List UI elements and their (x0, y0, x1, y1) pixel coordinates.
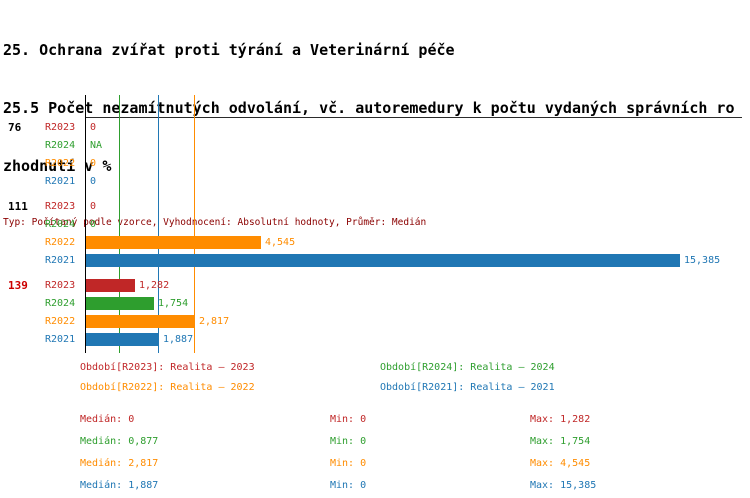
stat-min-r2024: Min: 0 (330, 436, 366, 448)
legend: Období[R2023]: Realita – 2023 Období[R20… (0, 362, 750, 402)
stat-value: 0 (360, 414, 367, 425)
stat-median-r2022: Medián: 2,817 (80, 458, 158, 470)
median-line-r2024 (119, 95, 120, 353)
stat-value: 1,754 (560, 436, 591, 447)
bar-value-label: 1,887 (163, 334, 194, 345)
bar (86, 279, 135, 292)
series-label: R2024 (45, 140, 76, 151)
median-line-r2022 (194, 95, 195, 353)
stat-label: Medián: (80, 458, 123, 469)
stat-max-r2024: Max: 1,754 (530, 436, 590, 448)
series-label: R2024 (45, 219, 76, 230)
stat-max-r2022: Max: 4,545 (530, 458, 590, 470)
bar-value-label: 4,545 (265, 237, 296, 248)
stat-label: Min: (330, 458, 355, 469)
stat-label: Medián: (80, 436, 123, 447)
indicator-title-line1: 25.5 Počet nezamítnutých odvolání, vč. a… (3, 99, 735, 117)
stat-value: 0 (128, 414, 135, 425)
group-label: 76 (8, 121, 22, 134)
series-label: R2023 (45, 280, 76, 291)
group-label: 139 (8, 279, 28, 292)
stat-label: Max: (530, 458, 555, 469)
stat-value: 1,282 (560, 414, 591, 425)
stat-value: 4,545 (560, 458, 591, 469)
stat-max-r2023: Max: 1,282 (530, 414, 590, 426)
group-label: 111 (8, 200, 28, 213)
chart-header: 25. Ochrana zvířat proti týrání a Veteri… (3, 2, 735, 268)
stat-label: Max: (530, 436, 555, 447)
series-label: R2021 (45, 255, 76, 266)
stat-label: Min: (330, 414, 355, 425)
bar-value-label: 0 (90, 176, 97, 187)
plot-top-line (85, 117, 742, 118)
bar-value-label: 1,754 (158, 298, 189, 309)
bar-value-label: 0 (90, 158, 97, 169)
bar-value-label: 0 (90, 219, 97, 230)
bar-value-label: 2,817 (199, 316, 230, 327)
series-label: R2024 (45, 298, 76, 309)
stat-max-r2021: Max: 15,385 (530, 480, 596, 492)
stat-min-r2021: Min: 0 (330, 480, 366, 492)
stat-value: 0 (360, 480, 367, 491)
stats-row-r2024: Medián: 0,877 Min: 0 Max: 1,754 (0, 436, 750, 458)
indicator-title-line2: zhodnutí v % (3, 157, 112, 175)
stat-median-r2024: Medián: 0,877 (80, 436, 158, 448)
stat-value: 0,877 (128, 436, 159, 447)
stat-label: Max: (530, 414, 555, 425)
series-label: R2023 (45, 201, 76, 212)
chart-info-line: Typ: Počítaný podle vzorce, Vyhodnocení:… (3, 217, 427, 228)
stat-value: 0 (360, 436, 367, 447)
page-title: 25. Ochrana zvířat proti týrání a Veteri… (3, 41, 455, 59)
series-label: R2021 (45, 176, 76, 187)
series-label: R2022 (45, 316, 76, 327)
median-line-r2021 (158, 95, 159, 353)
bar-value-label: NA (90, 140, 103, 151)
bar-chart: 76 R2023 0 R2024 NA R2022 0 R2021 0 111 R2023 0 R202… (0, 95, 750, 357)
stat-label: Max: (530, 480, 555, 491)
axis-line (85, 95, 86, 353)
stat-label: Medián: (80, 414, 123, 425)
bar-value-label: 0 (90, 122, 97, 133)
bar (86, 297, 154, 310)
stats-row-r2022: Medián: 2,817 Min: 0 Max: 4,545 (0, 458, 750, 480)
stat-value: 1,887 (128, 480, 159, 491)
stats-panel: Medián: 0 Min: 0 Max: 1,282 Medián: 0,87… (0, 414, 750, 494)
bar (86, 333, 159, 346)
stat-min-r2022: Min: 0 (330, 458, 366, 470)
stat-min-r2023: Min: 0 (330, 414, 366, 426)
legend-entry-r2023: Období[R2023]: Realita – 2023 (80, 362, 255, 373)
legend-entry-r2024: Období[R2024]: Realita – 2024 (380, 362, 555, 373)
bar (86, 236, 261, 249)
stat-value: 2,817 (128, 458, 159, 469)
stat-median-r2021: Medián: 1,887 (80, 480, 158, 492)
stat-label: Min: (330, 480, 355, 491)
stat-label: Min: (330, 436, 355, 447)
bar (86, 315, 195, 328)
series-label: R2021 (45, 334, 76, 345)
legend-entry-r2021: Období[R2021]: Realita – 2021 (380, 382, 555, 393)
bar-value-label: 15,385 (684, 255, 721, 266)
stats-row-r2023: Medián: 0 Min: 0 Max: 1,282 (0, 414, 750, 436)
series-label: R2022 (45, 237, 76, 248)
bar-value-label: 1,282 (139, 280, 170, 291)
bar-value-label: 0 (90, 201, 97, 212)
stat-median-r2023: Medián: 0 (80, 414, 134, 426)
series-label: R2023 (45, 122, 76, 133)
stat-label: Medián: (80, 480, 123, 491)
series-label: R2022 (45, 158, 76, 169)
stat-value: 0 (360, 458, 367, 469)
stat-value: 15,385 (560, 480, 597, 491)
legend-entry-r2022: Období[R2022]: Realita – 2022 (80, 382, 255, 393)
stats-row-r2021: Medián: 1,887 Min: 0 Max: 15,385 (0, 480, 750, 498)
bar (86, 254, 680, 267)
